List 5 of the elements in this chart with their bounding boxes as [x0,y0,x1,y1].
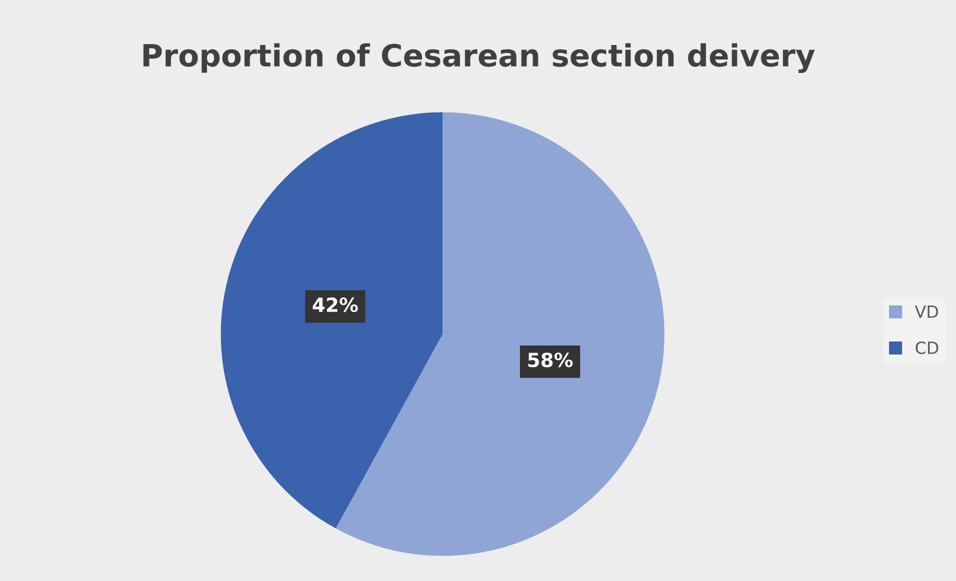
data-label: 58% [528,352,573,368]
legend-label: VD [914,306,938,318]
legend-label: CD [916,341,938,354]
chart-title: Proportion of Cesarean section deivery [143,43,815,74]
data-label: 42% [312,297,358,312]
